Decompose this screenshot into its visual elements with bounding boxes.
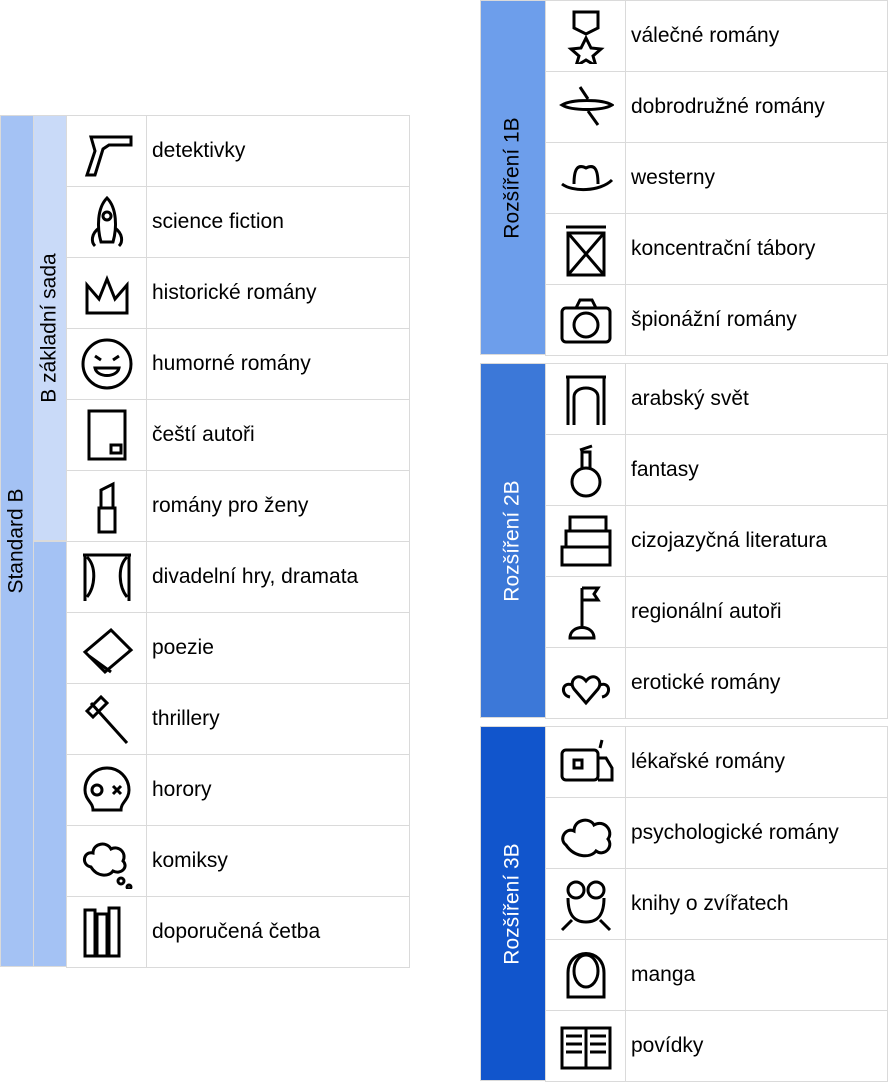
theater-curtain-icon [66,541,147,613]
genre-label: doporučená četba [146,896,410,968]
drawers-icon [545,505,626,577]
genre-label: psychologické romány [625,797,888,869]
flag-icon [545,576,626,648]
genre-label: čeští autoři [146,399,410,471]
laughing-face-icon [66,328,147,400]
frog-icon [545,868,626,940]
subgroup-spacer [33,541,67,967]
book-icon [66,399,147,471]
rocket-icon [66,186,147,258]
medal-icon [545,0,626,72]
watchtower-icon [545,213,626,285]
camera-icon [545,284,626,356]
genre-label: manga [625,939,888,1011]
books-icon [66,896,147,968]
genre-label: válečné romány [625,0,888,72]
potion-icon [545,434,626,506]
lipstick-icon [66,470,147,542]
genre-label: erotické romány [625,647,888,719]
cowboy-hat-icon [545,142,626,214]
genre-label: dobrodružné romány [625,71,888,143]
genre-label: regionální autoři [625,576,888,648]
genre-label: povídky [625,1010,888,1082]
group-label-rozsireni_2b: Rozšíření 2B [480,363,546,718]
genre-label: historické romány [146,257,410,329]
genre-label: fantasy [625,434,888,506]
genre-label: lékařské romány [625,726,888,798]
airplane-icon [545,71,626,143]
skull-icon [66,754,147,826]
ambulance-icon [545,726,626,798]
genre-label: koncentrační tábory [625,213,888,285]
genre-label: komiksy [146,825,410,897]
genre-label: arabský svět [625,363,888,435]
genre-label: romány pro ženy [146,470,410,542]
group-label-standard-b: Standard B [0,115,34,967]
genre-label: divadelní hry, dramata [146,541,410,613]
winged-heart-icon [545,647,626,719]
genre-label: horory [146,754,410,826]
open-book-icon [545,1010,626,1082]
mask-icon [545,939,626,1011]
genre-label: špionážní romány [625,284,888,356]
pistol-icon [66,115,147,187]
genre-label: science fiction [146,186,410,258]
arch-icon [545,363,626,435]
genre-label: knihy o zvířatech [625,868,888,940]
group-label-rozsireni_1b: Rozšíření 1B [480,0,546,355]
brain-cloud-icon [545,797,626,869]
genre-label: westerny [625,142,888,214]
genre-label: humorné romány [146,328,410,400]
genre-label: detektivky [146,115,410,187]
crown-icon [66,257,147,329]
thought-bubble-icon [66,825,147,897]
group-label-rozsireni_3b: Rozšíření 3B [480,726,546,1081]
subgroup-label-zakladni-sada: B základní sada [33,115,67,541]
genre-label: cizojazyčná literatura [625,505,888,577]
genre-label: poezie [146,612,410,684]
genre-label: thrillery [146,683,410,755]
notepad-icon [66,612,147,684]
axe-icon [66,683,147,755]
